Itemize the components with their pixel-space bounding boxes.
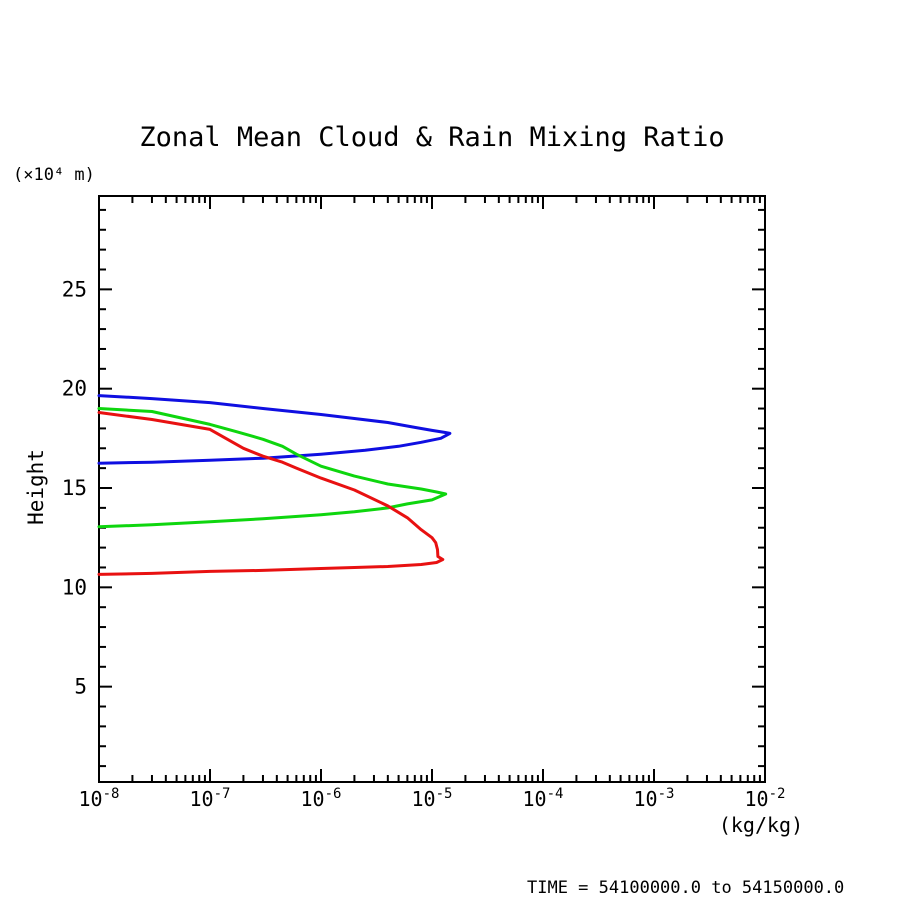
chart-title: Zonal Mean Cloud & Rain Mixing Ratio — [139, 122, 725, 153]
y-tick-label: 10 — [62, 575, 87, 599]
x-axis-ticks: 10-8 10-7 10-6 10-5 10-4 10-3 10-2 — [79, 196, 786, 811]
curve-red-profile — [97, 411, 445, 576]
x-tick-label: 10-2 — [745, 786, 786, 811]
y-tick-label: 20 — [62, 377, 87, 401]
x-tick-label: 10-5 — [412, 786, 453, 811]
x-tick-label: 10-7 — [190, 786, 231, 811]
y-tick-label: 15 — [62, 476, 87, 500]
x-tick-label: 10-6 — [301, 786, 342, 811]
y-axis-ticks: 5 10 15 20 25 — [62, 208, 765, 768]
curve-blue-profile — [97, 394, 452, 465]
x-tick-label: 10-4 — [523, 786, 564, 811]
y-tick-label: 5 — [74, 675, 87, 699]
y-axis-unit-label: (×10⁴ m) — [13, 165, 95, 185]
x-tick-label: 10-3 — [634, 786, 675, 811]
x-axis-unit-label: (kg/kg) — [718, 813, 804, 837]
y-tick-label: 25 — [62, 277, 87, 301]
curve-green-profile — [97, 407, 448, 529]
time-stamp-label: TIME = 54100000.0 to 54150000.0 — [527, 878, 845, 898]
x-tick-label: 10-8 — [79, 786, 120, 811]
plot-frame — [98, 195, 766, 783]
